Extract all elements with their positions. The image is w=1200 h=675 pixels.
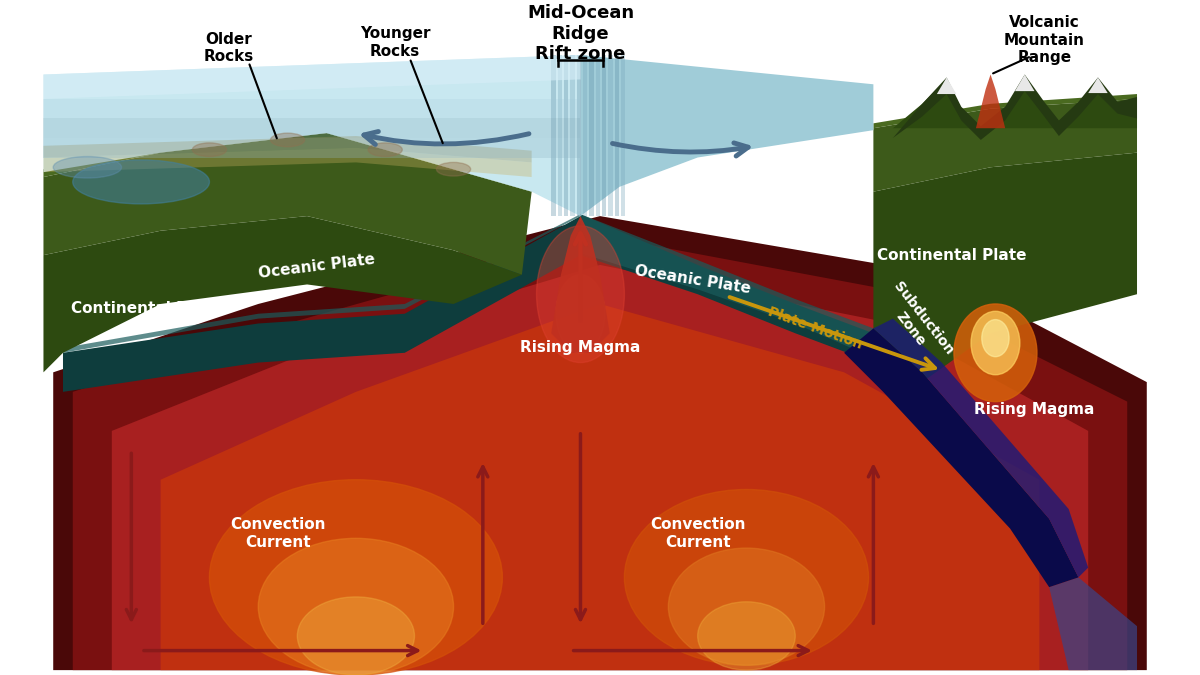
Ellipse shape <box>368 143 402 157</box>
Polygon shape <box>43 99 581 118</box>
Polygon shape <box>43 148 532 177</box>
Polygon shape <box>620 55 625 216</box>
Polygon shape <box>558 55 562 216</box>
Text: Convection
Current: Convection Current <box>650 517 745 549</box>
Polygon shape <box>581 214 912 387</box>
Polygon shape <box>576 55 581 216</box>
Polygon shape <box>43 136 532 163</box>
Polygon shape <box>602 55 606 216</box>
Polygon shape <box>581 214 942 421</box>
Polygon shape <box>551 55 556 216</box>
Ellipse shape <box>556 275 605 353</box>
Ellipse shape <box>697 602 796 670</box>
Text: Subduction
Zone: Subduction Zone <box>878 279 956 368</box>
Ellipse shape <box>53 157 121 178</box>
Polygon shape <box>844 328 1079 587</box>
Polygon shape <box>43 138 581 157</box>
Polygon shape <box>43 133 532 275</box>
Ellipse shape <box>982 319 1009 356</box>
Text: Younger
Rocks: Younger Rocks <box>360 26 431 59</box>
Polygon shape <box>614 55 619 216</box>
Polygon shape <box>874 99 1138 192</box>
Polygon shape <box>608 55 613 216</box>
Polygon shape <box>112 265 1088 670</box>
Ellipse shape <box>192 143 227 157</box>
Polygon shape <box>43 55 581 99</box>
Ellipse shape <box>73 160 210 204</box>
Ellipse shape <box>298 597 414 675</box>
Ellipse shape <box>668 548 824 666</box>
Text: Oceanic Plate: Oceanic Plate <box>634 263 752 296</box>
Polygon shape <box>595 55 600 216</box>
Polygon shape <box>161 304 1039 670</box>
Polygon shape <box>43 118 581 138</box>
Text: Older
Rocks: Older Rocks <box>204 32 254 64</box>
Ellipse shape <box>270 133 305 146</box>
Text: Continental Plate: Continental Plate <box>877 248 1026 263</box>
Polygon shape <box>581 55 874 216</box>
Polygon shape <box>43 126 536 192</box>
Text: Oceanic Plate: Oceanic Plate <box>258 252 376 281</box>
Text: Plate Motion: Plate Motion <box>766 305 864 352</box>
Polygon shape <box>551 216 610 353</box>
Text: Volcanic
Mountain
Range: Volcanic Mountain Range <box>1003 16 1085 65</box>
Polygon shape <box>43 216 522 373</box>
Polygon shape <box>62 214 581 353</box>
Polygon shape <box>874 153 1138 382</box>
Polygon shape <box>976 74 1006 128</box>
Polygon shape <box>583 55 587 216</box>
Polygon shape <box>1015 74 1034 91</box>
Polygon shape <box>564 55 569 216</box>
Polygon shape <box>937 78 956 94</box>
Text: Continental Plate: Continental Plate <box>71 301 221 317</box>
Polygon shape <box>874 78 1138 128</box>
Polygon shape <box>73 236 1127 670</box>
Ellipse shape <box>210 480 503 675</box>
Text: Rising Magma: Rising Magma <box>974 402 1094 417</box>
Polygon shape <box>874 319 1088 577</box>
Polygon shape <box>893 74 1138 140</box>
Polygon shape <box>570 55 575 216</box>
Polygon shape <box>1049 577 1138 670</box>
Ellipse shape <box>954 304 1037 402</box>
Ellipse shape <box>971 311 1020 375</box>
Text: Rising Magma: Rising Magma <box>521 340 641 356</box>
Ellipse shape <box>437 163 470 176</box>
Polygon shape <box>589 55 594 216</box>
Text: Convection
Current: Convection Current <box>230 517 325 549</box>
Polygon shape <box>874 94 1138 130</box>
Ellipse shape <box>258 538 454 675</box>
Polygon shape <box>1088 78 1108 93</box>
Ellipse shape <box>624 489 869 666</box>
Ellipse shape <box>536 226 624 362</box>
Text: Mid-Ocean
Ridge
Rift zone: Mid-Ocean Ridge Rift zone <box>527 4 634 63</box>
Polygon shape <box>43 55 581 216</box>
Polygon shape <box>62 216 581 392</box>
Polygon shape <box>53 216 1147 670</box>
